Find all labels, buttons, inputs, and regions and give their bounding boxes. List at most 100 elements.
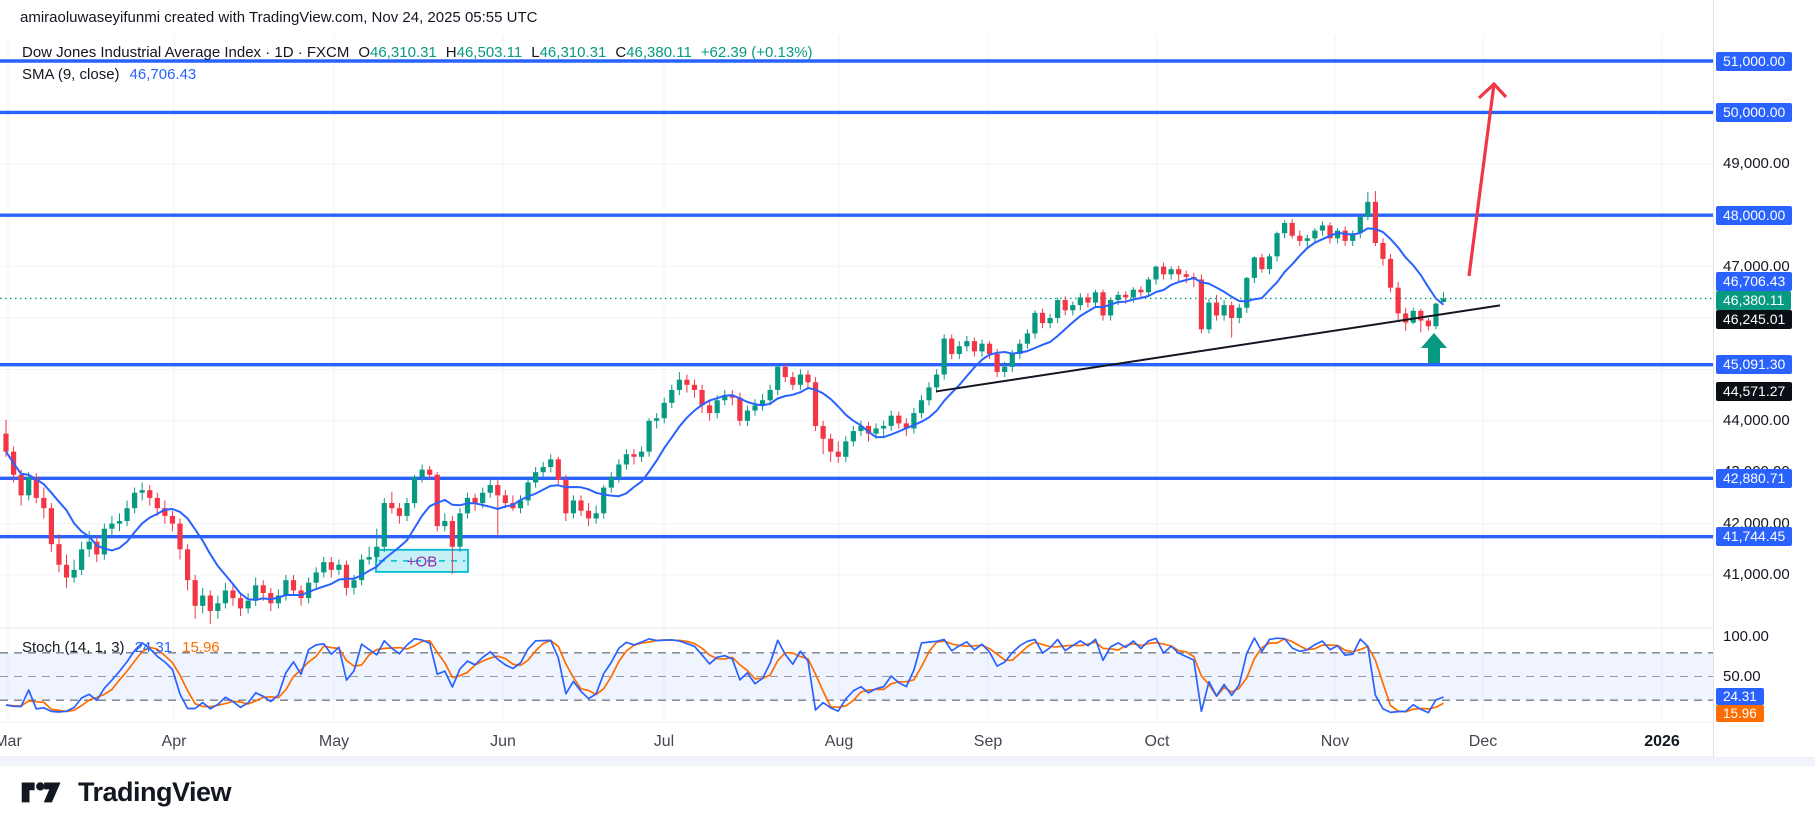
time-axis-label: Dec	[1468, 733, 1498, 750]
candle-body	[290, 580, 297, 591]
symbol-legend-row[interactable]: Dow Jones Industrial Average Index · 1D …	[22, 44, 813, 61]
price-badge-last: 46,380.11	[1716, 291, 1792, 311]
candle-body	[3, 433, 9, 452]
stoch-d-value: 15.96	[182, 639, 220, 656]
candle-body	[691, 384, 698, 390]
candle-body	[722, 395, 728, 401]
stoch-tick-label: 50.00	[1723, 667, 1761, 685]
candle-body	[979, 343, 985, 352]
candle-body	[374, 546, 380, 558]
sma-legend-row[interactable]: SMA (9, close) 46,706.43	[22, 66, 196, 83]
price-badge-line: 45,091.30	[1716, 355, 1793, 375]
candle-body	[767, 389, 773, 401]
green-up-arrow-marker[interactable]	[1421, 333, 1447, 363]
candle-body	[623, 454, 629, 465]
tradingview-logo[interactable]: TradingView	[20, 774, 232, 810]
candle-body	[442, 521, 448, 527]
price-tick-label: 44,000.00	[1723, 411, 1790, 429]
candle-body	[669, 389, 675, 403]
candle-body	[1183, 274, 1189, 277]
candle-body	[638, 451, 645, 457]
candle-body	[464, 497, 471, 514]
candle-body	[759, 400, 766, 406]
stoch-legend-row[interactable]: Stoch (14, 1, 3) 24.31 15.96	[22, 639, 220, 656]
candle-body	[222, 590, 229, 604]
candle-body	[850, 431, 856, 442]
candle-body	[389, 503, 395, 509]
ohlc-low-key: L	[531, 44, 540, 61]
candle-body	[94, 541, 100, 555]
price-axis[interactable]: 49,000.0047,000.0044,000.0043,000.0042,0…	[1713, 0, 1815, 757]
candle-body	[283, 580, 289, 596]
chart-plot-canvas[interactable]: +OB	[0, 0, 1815, 766]
time-axis-label: Aug	[824, 733, 854, 750]
price-badge-line: 51,000.00	[1716, 51, 1793, 71]
candle-body	[1266, 256, 1273, 270]
price-badge-line: 42,880.71	[1716, 468, 1793, 488]
candle-body	[1410, 310, 1416, 323]
trendline-drawing[interactable]	[935, 304, 1501, 393]
time-axis[interactable]: Mar Apr May Jun Jul Aug Sep Oct Nov Dec 2026	[0, 722, 1815, 757]
order-block-box[interactable]	[375, 548, 469, 573]
time-axis-label: 2026	[1644, 733, 1680, 750]
candle-body	[1251, 257, 1257, 278]
candle-body	[358, 559, 365, 581]
time-axis-label: Jul	[653, 733, 675, 750]
candle-body	[896, 415, 902, 424]
ohlc-close-key: C	[615, 44, 627, 61]
ohlc-open-value: 46,310.31	[370, 44, 437, 61]
candle-body	[1304, 238, 1310, 241]
candle-body	[646, 420, 652, 452]
candle-body	[775, 366, 781, 390]
candle-body	[888, 415, 894, 426]
candle-body	[1115, 294, 1121, 301]
time-axis-label: Sep	[973, 733, 1003, 750]
candle-body	[1123, 294, 1129, 298]
candle-body	[729, 395, 735, 398]
ohlc-high-key: H	[445, 44, 457, 61]
candle-body	[41, 497, 47, 509]
candle-body	[230, 590, 236, 599]
stoch-label: Stoch (14, 1, 3)	[22, 639, 125, 656]
symbol-title[interactable]: Dow Jones Industrial Average Index · 1D …	[22, 44, 350, 61]
candle-body	[1055, 300, 1061, 318]
bottom-strip	[0, 758, 1815, 766]
ohlc-open-key: O	[358, 44, 371, 61]
candle-body	[858, 425, 864, 432]
candle-body	[1085, 297, 1091, 303]
candle-body	[449, 521, 455, 547]
candle-body	[1312, 230, 1318, 239]
candle-body	[540, 467, 546, 473]
candle-body	[578, 500, 584, 511]
candle-body	[101, 528, 107, 555]
candle-body	[971, 341, 978, 352]
candle-body	[1282, 222, 1288, 234]
candle-body	[1213, 302, 1220, 316]
candle-body	[321, 562, 327, 573]
candle-body	[1108, 300, 1114, 316]
candle-body	[994, 353, 1000, 372]
candle-body	[1334, 230, 1341, 239]
candle-body	[1289, 222, 1295, 236]
time-axis-label: Mar	[0, 733, 22, 750]
candle-body	[154, 497, 160, 509]
red-arrow-head	[1477, 81, 1508, 100]
candle-body	[570, 500, 577, 514]
candle-body	[744, 410, 751, 421]
red-arrow-line[interactable]	[1467, 83, 1496, 277]
candle-body	[1138, 289, 1144, 293]
candle-body	[116, 521, 123, 524]
snapshot-watermark: amiraoluwaseyifunmi created with Trading…	[20, 9, 538, 26]
ohlc-high-value: 46,503.11	[456, 44, 523, 61]
price-tick-label: 47,000.00	[1723, 257, 1790, 275]
candle-body	[1342, 230, 1348, 241]
candle-body	[949, 338, 955, 354]
candle-body	[873, 428, 879, 434]
candle-body	[1418, 310, 1424, 321]
candle-body	[865, 425, 872, 434]
ohlc-low-value: 46,310.31	[539, 44, 607, 61]
candle-body	[616, 464, 622, 478]
candle-body	[313, 572, 319, 583]
candle-body	[881, 425, 887, 429]
